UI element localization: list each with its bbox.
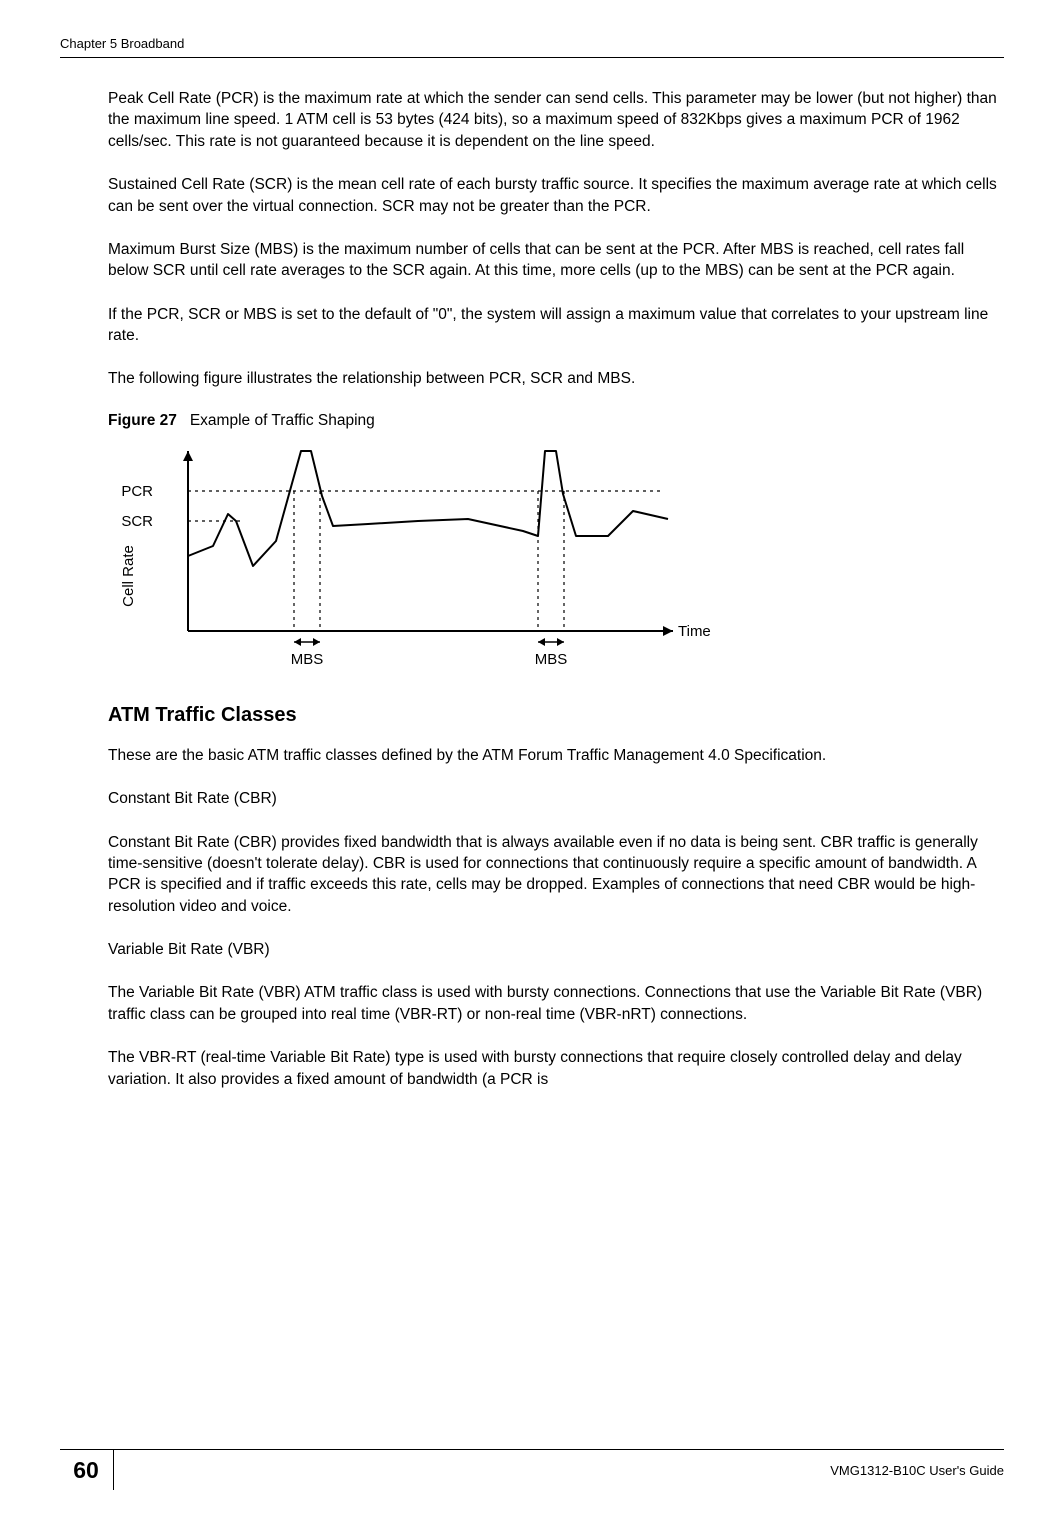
svg-text:Cell Rate: Cell Rate [120,545,137,607]
figure-caption: Figure 27 Example of Traffic Shaping [108,412,1004,430]
chapter-title: Chapter 5 Broadband [60,36,184,51]
figure-number: Figure 27 [108,412,177,429]
svg-text:SCR: SCR [121,513,153,530]
svg-text:MBS: MBS [291,651,324,668]
paragraph-pcr: Peak Cell Rate (PCR) is the maximum rate… [108,88,1004,152]
page-number: 60 [59,1450,114,1490]
page-footer: 60 VMG1312-B10C User's Guide [0,1449,1064,1490]
paragraph-cbr-body: Constant Bit Rate (CBR) provides fixed b… [108,832,1004,918]
figure-title: Example of Traffic Shaping [190,412,375,429]
footer-guide-name: VMG1312-B10C User's Guide [830,1463,1004,1478]
paragraph-vbr-rt: The VBR-RT (real-time Variable Bit Rate)… [108,1047,1004,1090]
figure-traffic-shaping: MBS MBS Cell Rate PCR SCR Time [108,436,1004,676]
svg-text:Time: Time [678,623,711,640]
paragraph-cbr-title: Constant Bit Rate (CBR) [108,788,1004,809]
paragraph-vbr-title: Variable Bit Rate (VBR) [108,939,1004,960]
heading-atm-traffic-classes: ATM Traffic Classes [108,704,1004,727]
paragraph-mbs: Maximum Burst Size (MBS) is the maximum … [108,239,1004,282]
paragraph-vbr-body: The Variable Bit Rate (VBR) ATM traffic … [108,982,1004,1025]
paragraph-atm-intro: These are the basic ATM traffic classes … [108,745,1004,766]
paragraph-scr: Sustained Cell Rate (SCR) is the mean ce… [108,174,1004,217]
svg-text:MBS: MBS [535,651,568,668]
paragraph-figure-intro: The following figure illustrates the rel… [108,368,1004,389]
paragraph-default: If the PCR, SCR or MBS is set to the def… [108,304,1004,347]
svg-text:PCR: PCR [121,483,153,500]
page-header: Chapter 5 Broadband [60,36,1004,58]
